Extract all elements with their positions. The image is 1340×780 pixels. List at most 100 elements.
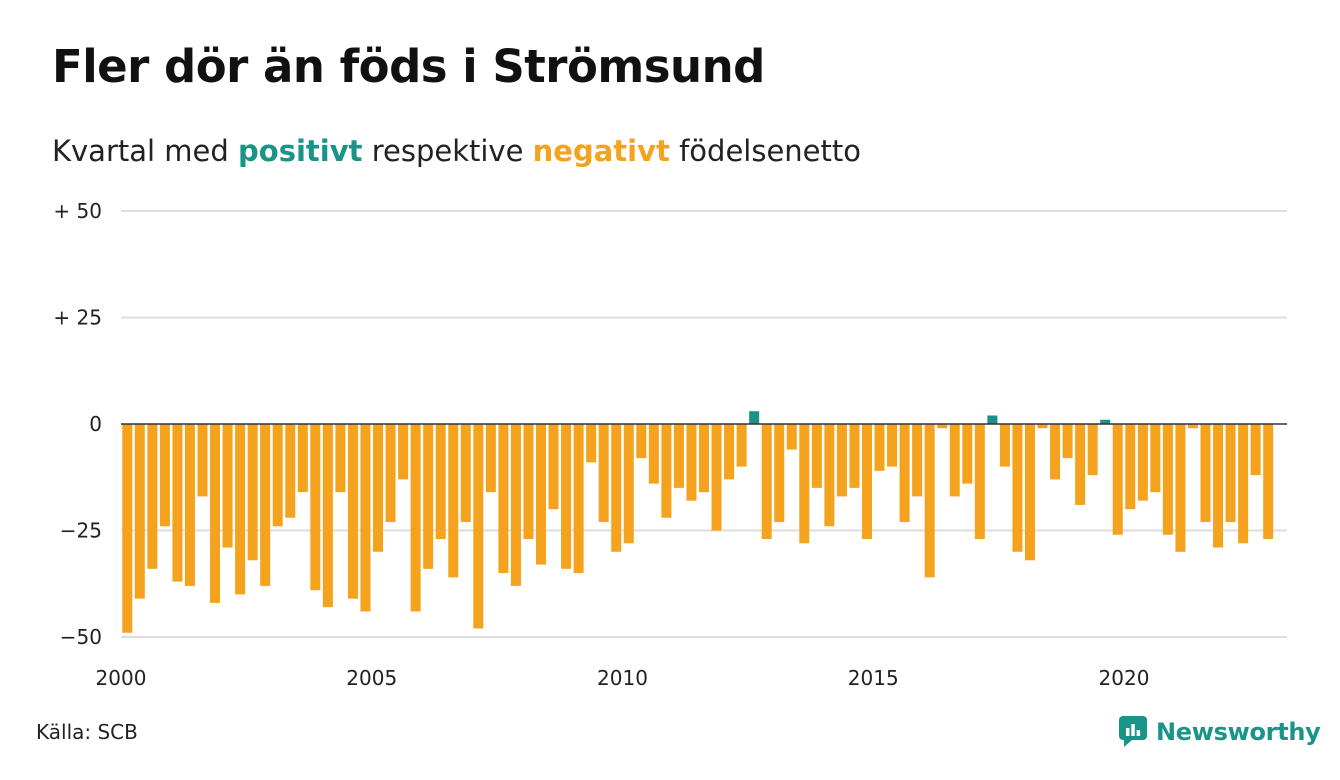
- bar-2005-q1: [373, 424, 384, 552]
- bar-2007-q4: [510, 424, 521, 586]
- bar-2005-q4: [410, 424, 421, 612]
- y-tick-label: −50: [60, 625, 102, 649]
- bar-2019-q2: [1087, 424, 1098, 476]
- bar-2022-q2: [1238, 424, 1249, 544]
- bar-2013-q1: [774, 424, 785, 522]
- chart-subtitle: Kvartal med positivt respektive negativt…: [52, 134, 861, 168]
- bar-2003-q2: [285, 424, 296, 518]
- bar-2014-q1: [824, 424, 835, 527]
- bar-2019-q1: [1075, 424, 1086, 505]
- bar-2006-q3: [448, 424, 459, 578]
- bar-2019-q3: [1100, 419, 1111, 424]
- bar-2011-q4: [711, 424, 722, 531]
- bar-2021-q3: [1200, 424, 1211, 522]
- bar-2002-q3: [247, 424, 258, 561]
- bar-2020-q4: [1162, 424, 1173, 535]
- chart-title: Fler dör än föds i Strömsund: [52, 40, 765, 93]
- bar-2013-q3: [799, 424, 810, 544]
- bar-2006-q4: [460, 424, 471, 522]
- bar-2001-q1: [172, 424, 183, 582]
- bar-2018-q3: [1050, 424, 1061, 480]
- bar-2006-q1: [423, 424, 434, 569]
- y-tick-label: + 25: [53, 306, 102, 330]
- bar-2002-q1: [222, 424, 233, 548]
- bar-2012-q2: [736, 424, 747, 467]
- bar-2015-q3: [899, 424, 910, 522]
- y-tick-label: + 50: [53, 199, 102, 223]
- bar-2021-q1: [1175, 424, 1186, 552]
- bar-2007-q3: [498, 424, 509, 574]
- bar-2002-q2: [235, 424, 246, 595]
- bar-2017-q3: [999, 424, 1010, 467]
- bar-2019-q4: [1112, 424, 1123, 535]
- bar-2004-q4: [360, 424, 371, 612]
- bar-2021-q4: [1213, 424, 1224, 548]
- bar-2007-q1: [473, 424, 484, 629]
- bar-2006-q2: [435, 424, 446, 540]
- subtitle-middle: respektive: [362, 134, 533, 168]
- brand-name: Newsworthy: [1156, 718, 1321, 746]
- bar-2001-q3: [197, 424, 208, 497]
- bar-2013-q4: [811, 424, 822, 488]
- bar-chart: + 50 + 25 0 −25 −50 2000 2005 2010 2015 2020: [53, 199, 1287, 690]
- x-tick-label: 2015: [848, 666, 899, 690]
- bar-2015-q1: [874, 424, 885, 471]
- bar-2004-q2: [335, 424, 346, 493]
- x-tick-label: 2010: [597, 666, 648, 690]
- bar-2014-q3: [849, 424, 860, 488]
- bar-2010-q4: [661, 424, 672, 518]
- bar-2012-q4: [761, 424, 772, 540]
- bar-2020-q3: [1150, 424, 1161, 493]
- bar-2015-q2: [887, 424, 898, 467]
- bar-2017-q4: [1012, 424, 1023, 552]
- bar-2016-q3: [949, 424, 960, 497]
- bar-2008-q4: [561, 424, 572, 569]
- bar-2010-q2: [636, 424, 647, 459]
- x-tick-label: 2000: [96, 666, 147, 690]
- axis-layer: + 50 + 25 0 −25 −50 2000 2005 2010 2015 2020: [53, 199, 1287, 690]
- bar-2017-q2: [987, 415, 998, 424]
- x-tick-label: 2005: [346, 666, 397, 690]
- bar-2018-q4: [1062, 424, 1073, 459]
- bar-2011-q3: [698, 424, 710, 493]
- bar-2000-q4: [159, 424, 170, 527]
- bar-2014-q4: [861, 424, 873, 540]
- bar-2008-q3: [548, 424, 559, 510]
- bar-2004-q1: [322, 424, 333, 608]
- bar-2016-q2: [937, 424, 948, 429]
- newsworthy-logo-icon: [1119, 716, 1147, 747]
- bar-2003-q3: [297, 424, 308, 493]
- bar-2001-q4: [210, 424, 221, 603]
- bar-2012-q3: [749, 411, 760, 424]
- bar-2009-q4: [611, 424, 622, 552]
- bar-2018-q2: [1037, 424, 1048, 429]
- bar-2004-q3: [347, 424, 358, 599]
- bar-2018-q1: [1024, 424, 1035, 561]
- bar-2000-q1: [122, 424, 133, 633]
- bars-layer: [122, 411, 1274, 633]
- bar-2020-q1: [1125, 424, 1136, 510]
- subtitle-prefix: Kvartal med: [52, 134, 239, 168]
- source-note: Källa: SCB: [36, 720, 138, 744]
- bar-2003-q1: [272, 424, 283, 527]
- bar-2014-q2: [836, 424, 847, 497]
- bar-2002-q4: [260, 424, 271, 586]
- bar-2022-q4: [1263, 424, 1274, 540]
- bar-2009-q1: [573, 424, 584, 574]
- y-tick-label: 0: [89, 412, 102, 436]
- bar-2010-q3: [648, 424, 659, 484]
- bar-2016-q1: [924, 424, 935, 578]
- bar-2017-q1: [974, 424, 985, 540]
- bar-2001-q2: [184, 424, 195, 586]
- bar-2005-q2: [385, 424, 396, 522]
- x-tick-label: 2020: [1099, 666, 1150, 690]
- bar-2015-q4: [912, 424, 923, 497]
- subtitle-positive: positivt: [238, 134, 363, 168]
- bar-2010-q1: [623, 424, 634, 544]
- subtitle-negative: negativt: [532, 134, 670, 168]
- bar-2003-q4: [310, 424, 321, 591]
- bar-2013-q2: [786, 424, 797, 450]
- bar-2000-q3: [147, 424, 158, 569]
- subtitle-suffix: födelsenetto: [669, 134, 861, 168]
- bar-2020-q2: [1137, 424, 1148, 501]
